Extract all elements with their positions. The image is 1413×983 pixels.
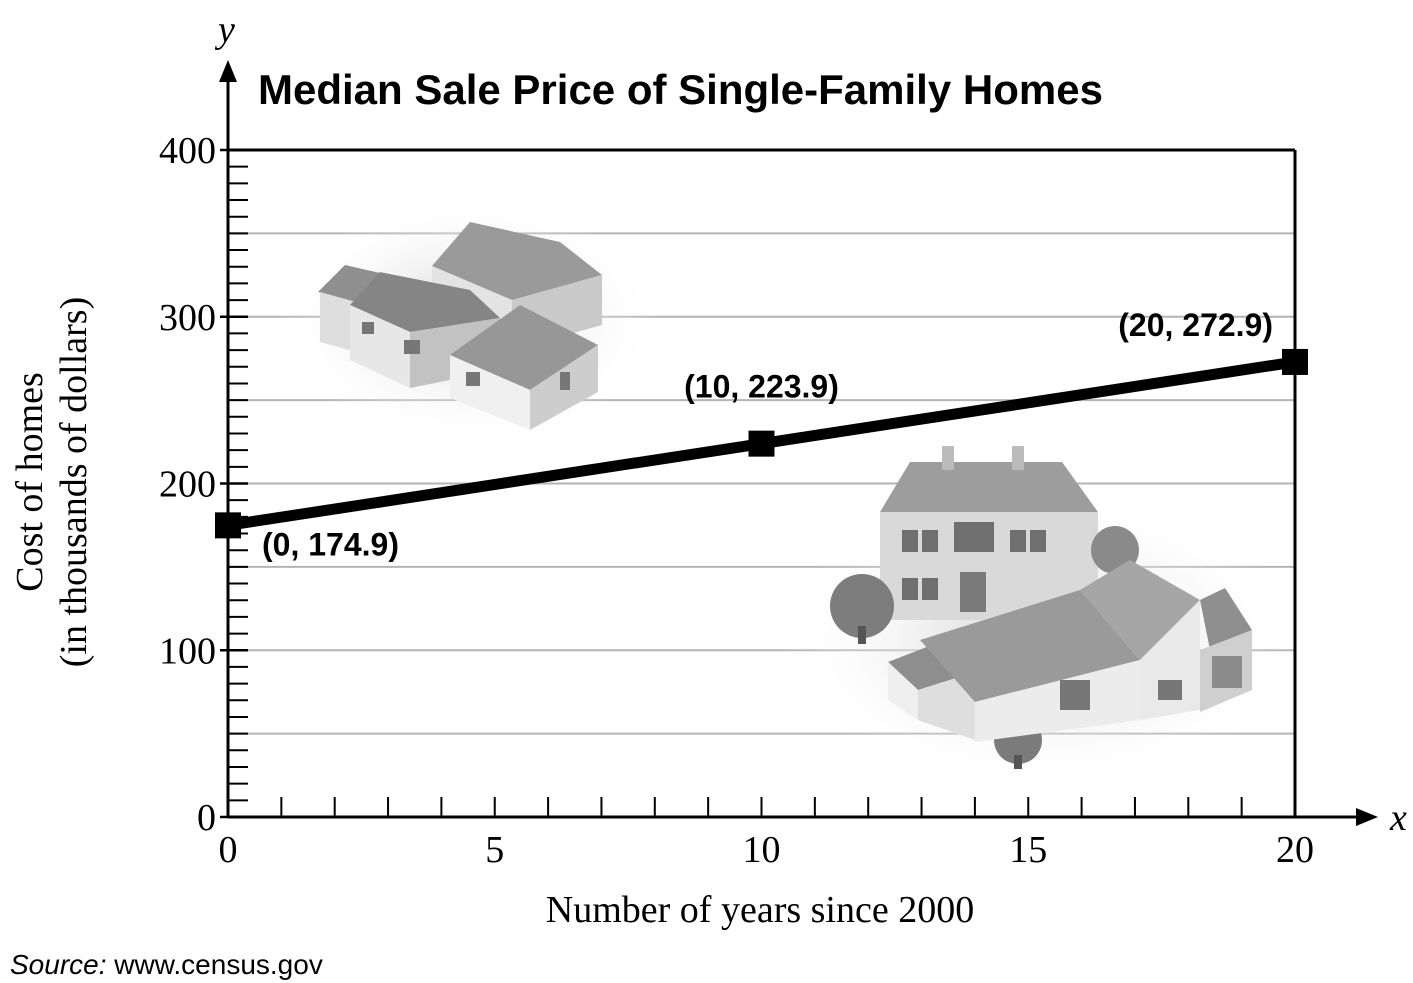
data-point-label: (20, 272.9) (1118, 307, 1273, 343)
x-axis-variable: x (1389, 797, 1407, 839)
data-point-marker (748, 430, 775, 457)
x-tick-label: 15 (1009, 829, 1047, 871)
data-point-label: (0, 174.9) (262, 526, 399, 562)
y-tick-label: 300 (159, 297, 216, 339)
source-url: www.census.gov (107, 949, 323, 980)
y-axis-label-line-1: Cost of homes (9, 372, 51, 592)
x-minor-ticks (280, 797, 1243, 817)
x-axis-arrow (1356, 808, 1378, 826)
x-tick-label: 5 (485, 829, 504, 871)
x-tick-label: 20 (1276, 829, 1314, 871)
houses-illustration-bottom (780, 446, 1300, 790)
y-tick-label: 200 (159, 464, 216, 506)
houses-illustration-top (280, 195, 660, 445)
y-axis-label-line-2: (in thousands of dollars) (53, 297, 95, 667)
y-tick-label: 0 (197, 797, 216, 839)
x-tick-label: 10 (743, 829, 781, 871)
source-prefix: Source: (10, 949, 107, 980)
source-line: Source: www.census.gov (10, 949, 323, 980)
y-tick-labels: 0 100 200 300 400 (159, 130, 216, 839)
x-axis-label: Number of years since 2000 (546, 889, 974, 931)
point-labels: (0, 174.9) (10, 223.9) (20, 272.9) (262, 307, 1273, 562)
y-axis-arrow (219, 60, 237, 82)
y-tick-label: 100 (159, 630, 216, 672)
data-point-marker (1282, 348, 1308, 375)
y-axis-label: Cost of homes (in thousands of dollars) (9, 297, 95, 667)
x-tick-labels: 0 5 10 15 20 (219, 829, 1315, 871)
data-point-marker (215, 512, 241, 539)
y-axis-variable: y (214, 9, 235, 51)
y-minor-ticks (220, 148, 248, 819)
data-markers (215, 348, 1308, 539)
y-tick-label: 400 (159, 130, 216, 172)
chart-title: Median Sale Price of Single-Family Homes (258, 66, 1103, 113)
x-tick-label: 0 (219, 829, 238, 871)
data-point-label: (10, 223.9) (684, 369, 839, 405)
